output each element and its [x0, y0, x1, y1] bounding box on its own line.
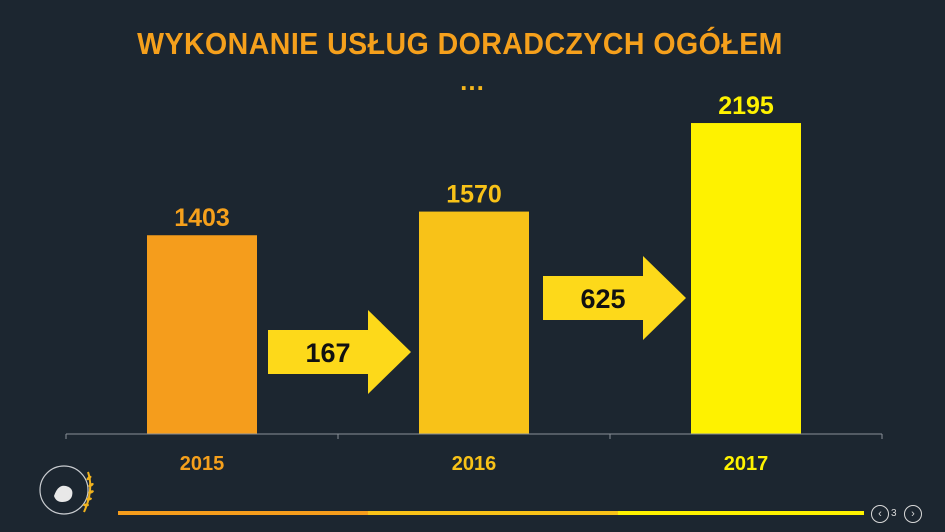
- x-tick-label: 2015: [180, 453, 225, 475]
- increment-value-label: 167: [305, 338, 350, 368]
- x-tick-label: 2017: [724, 453, 769, 475]
- page-title: WYKONANIE USŁUG DORADCZYCH OGÓŁEM: [137, 26, 783, 61]
- progress-segment: [368, 511, 618, 515]
- title-ellipsis: ...: [460, 66, 485, 96]
- increment-arrow: [268, 310, 411, 394]
- bar-value-label: 1403: [174, 204, 230, 232]
- progress-segment: [118, 511, 368, 515]
- x-tick-label: 2016: [452, 453, 497, 475]
- bar-value-label: 1570: [446, 181, 502, 209]
- chevron-right-icon: ›: [911, 508, 915, 520]
- bar-2015: [147, 235, 257, 434]
- wheat-emblem-icon: [39, 465, 94, 515]
- bar-2017: [691, 123, 801, 435]
- bar-value-label: 2195: [718, 92, 774, 120]
- page-number: 3: [891, 508, 897, 519]
- progress-segment: [618, 511, 864, 515]
- next-slide-button[interactable]: ›: [904, 505, 922, 523]
- chevron-left-icon: ‹: [878, 508, 882, 520]
- increment-arrow: [543, 256, 686, 340]
- prev-slide-button[interactable]: ‹: [871, 505, 889, 523]
- bar-2016: [419, 211, 529, 434]
- increment-value-label: 625: [580, 284, 625, 314]
